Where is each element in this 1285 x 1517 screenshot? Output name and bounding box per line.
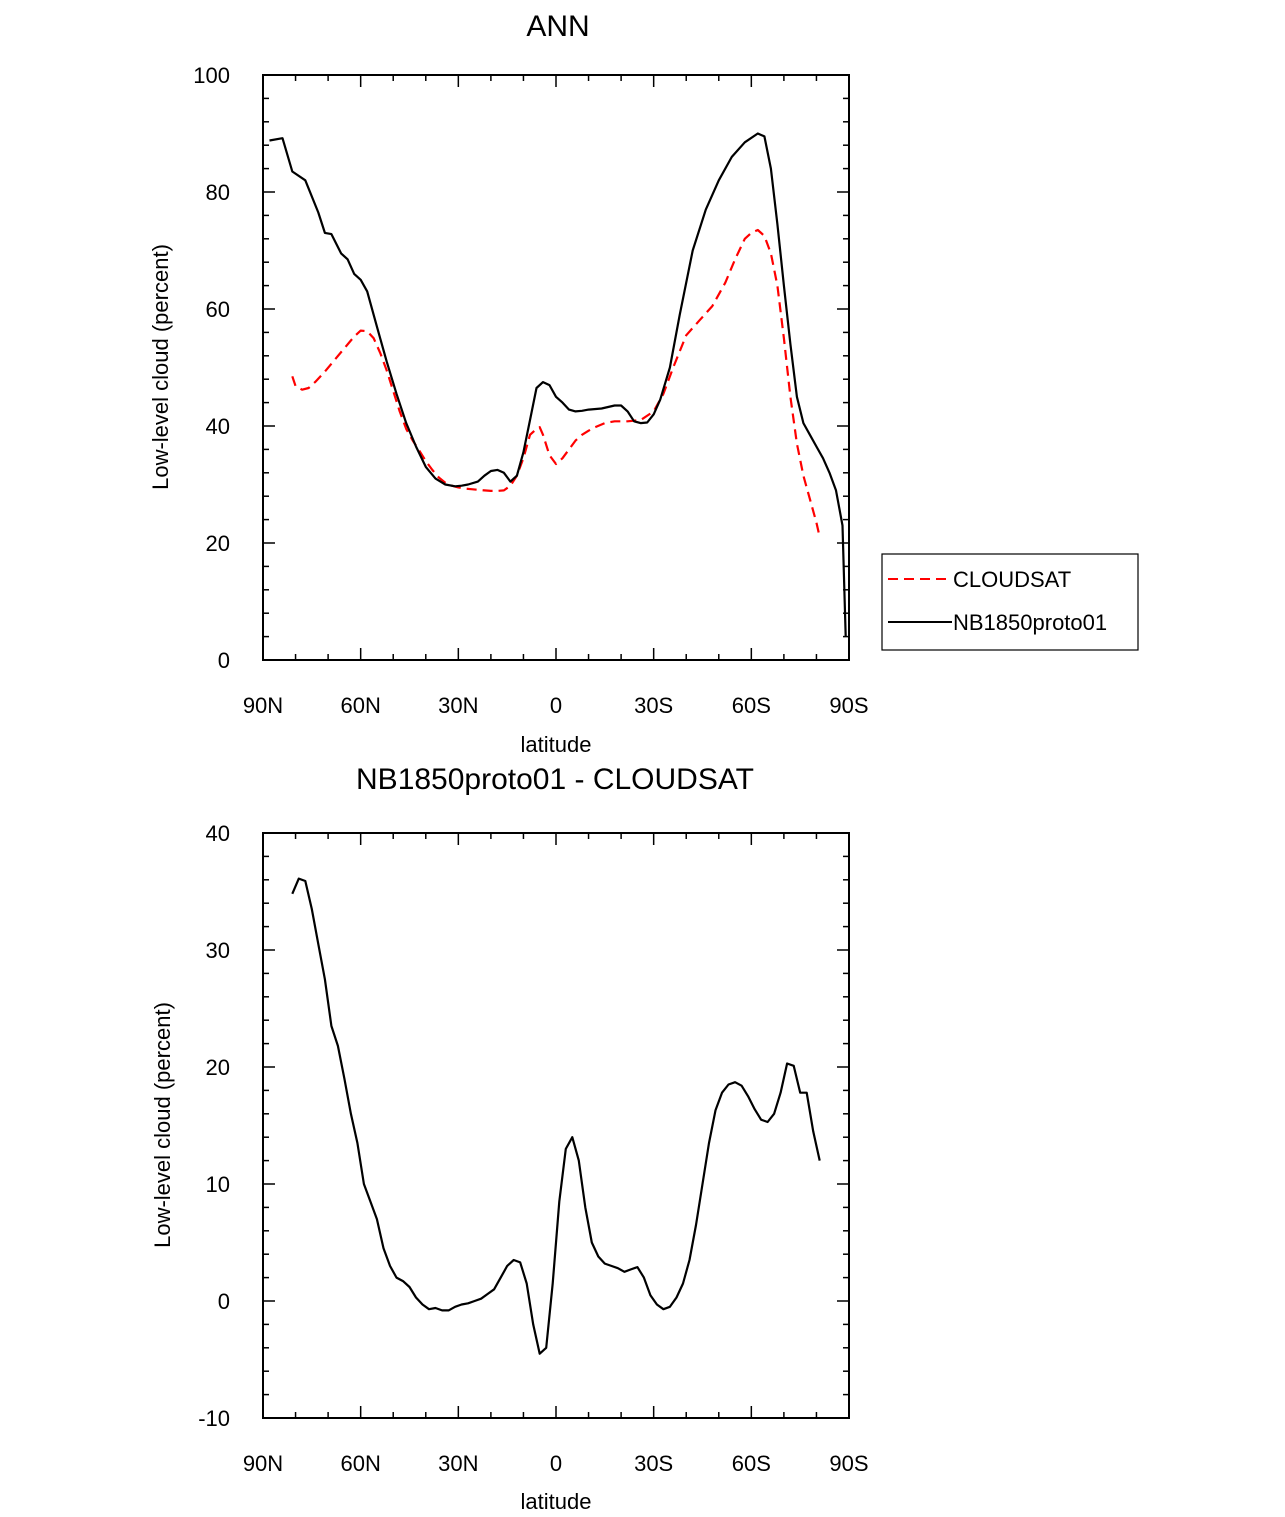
x-tick-label: 60S [732, 1451, 771, 1476]
series-line-cloudsat [291, 228, 821, 538]
y-tick-label: 40 [206, 414, 230, 439]
y-tick-label: -10 [198, 1406, 230, 1431]
y-tick-label: 40 [206, 821, 230, 846]
y-tick-label: 60 [206, 297, 230, 322]
x-tick-label: 90N [243, 1451, 283, 1476]
y-tick-label: 30 [206, 938, 230, 963]
x-tick-label: 90S [829, 693, 868, 718]
x-axis-label: latitude [521, 1489, 592, 1514]
legend-label-cloudsat: CLOUDSAT [953, 567, 1071, 592]
y-axis-label: Low-level cloud (percent) [150, 1002, 175, 1248]
x-tick-label: 0 [550, 1451, 562, 1476]
y-tick-label: 10 [206, 1172, 230, 1197]
x-tick-label: 0 [550, 693, 562, 718]
chart-title: NB1850proto01 - CLOUDSAT [356, 763, 754, 796]
annual-cloud-panel: ANN Low-level cloud (percent) latitude 9… [148, 10, 1139, 757]
x-tick-label: 60N [340, 1451, 380, 1476]
y-tick-label: 0 [218, 648, 230, 673]
series-line-nb1850proto01-cloudsat [291, 877, 821, 1355]
x-tick-label: 30N [438, 693, 478, 718]
y-tick-label: 20 [206, 1055, 230, 1080]
y-tick-label: 80 [206, 180, 230, 205]
plot-area: 90N 60N 30N 0 30S 60S 90S 0 20 40 60 80 100 [193, 63, 868, 718]
x-axis-label: latitude [521, 732, 592, 757]
plot-frame [262, 832, 850, 1419]
x-tick-label: 60S [732, 693, 771, 718]
legend: CLOUDSAT NB1850proto01 [881, 553, 1139, 651]
y-tick-label: 20 [206, 531, 230, 556]
legend-box [881, 553, 1139, 651]
x-tick-label: 60N [340, 693, 380, 718]
x-tick-label: 90N [243, 693, 283, 718]
y-axis-label: Low-level cloud (percent) [148, 244, 173, 490]
x-tick-label: 30N [438, 1451, 478, 1476]
y-tick-label: 100 [193, 63, 230, 88]
legend-label-nb1850proto01: NB1850proto01 [953, 610, 1107, 635]
x-tick-label: 30S [634, 693, 673, 718]
plot-frame [262, 74, 850, 661]
difference-panel: NB1850proto01 - CLOUDSAT Low-level cloud… [150, 763, 869, 1514]
y-tick-label: 0 [218, 1289, 230, 1314]
plot-area: 90N 60N 30N 0 30S 60S 90S -10 0 10 20 30 40 [198, 821, 868, 1476]
chart-title: ANN [526, 10, 589, 43]
series-line-nb1850proto01 [269, 132, 847, 637]
x-tick-label: 90S [829, 1451, 868, 1476]
x-tick-label: 30S [634, 1451, 673, 1476]
